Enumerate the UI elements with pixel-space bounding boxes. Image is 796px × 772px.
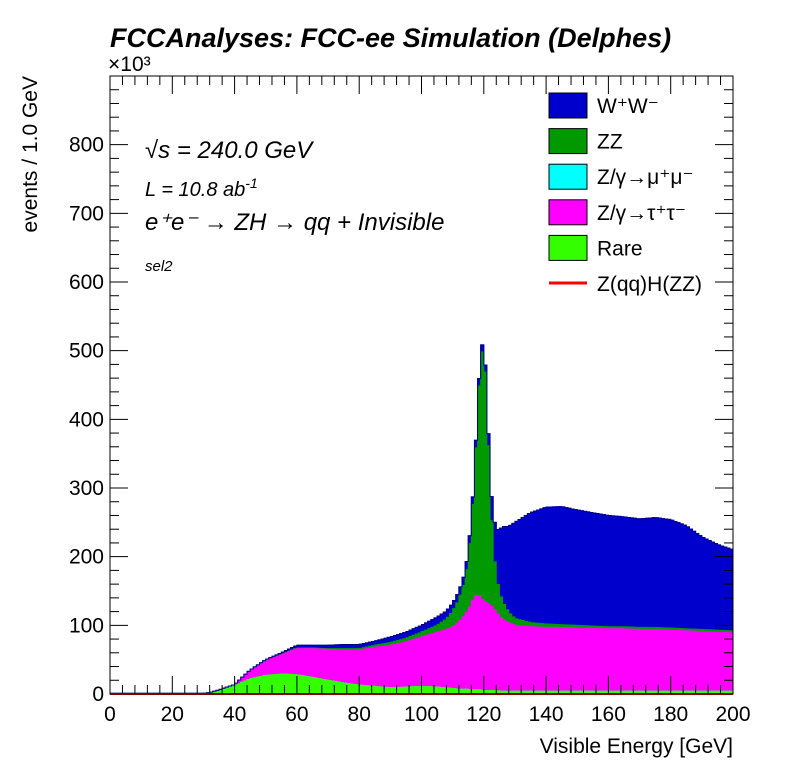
x-tick-label: 40 — [223, 703, 246, 726]
plot-area — [110, 344, 733, 695]
legend-swatch-zz — [548, 128, 588, 155]
stack-ww — [110, 344, 733, 694]
x-tick-label: 60 — [285, 703, 308, 726]
y-tick-label: 700 — [69, 202, 104, 225]
legend-label-zz: ZZ — [597, 131, 623, 154]
selection-label: sel2 — [145, 258, 173, 275]
y-axis: 0 100 200 300 400 500 600 700 800 — [69, 75, 733, 706]
x-tick-label: 100 — [404, 703, 439, 726]
y-multiplier: ×10³ — [108, 53, 151, 76]
x-tick-label: 0 — [104, 703, 116, 726]
legend-swatch-ztautau — [548, 199, 588, 226]
legend-swatch-rare — [548, 234, 588, 261]
stack-total-outline — [110, 344, 733, 694]
legend: W⁺W⁻ ZZ Z/γ→μ⁺μ⁻ Z/γ→τ⁺τ⁻ Rare Z(qq)H(ZZ) — [548, 92, 702, 296]
y-tick-label: 500 — [69, 340, 104, 363]
x-tick-label: 180 — [653, 703, 688, 726]
luminosity-text: L = 10.8 ab — [145, 179, 245, 201]
x-tick-label: 80 — [348, 703, 371, 726]
y-tick-label: 400 — [69, 408, 104, 431]
chart-title: FCCAnalyses: FCC-ee Simulation (Delphes) — [110, 23, 671, 53]
x-tick-label: 120 — [466, 703, 501, 726]
x-tick-label: 20 — [161, 703, 184, 726]
x-tick-label: 160 — [591, 703, 626, 726]
luminosity-exponent: -1 — [245, 175, 257, 191]
stack-rare — [110, 674, 733, 694]
legend-swatch-ww — [548, 92, 588, 119]
y-tick-label: 800 — [69, 134, 104, 157]
x-axis: 0 20 40 60 80 100 120 140 160 180 200 — [104, 76, 751, 726]
legend-label-zmumu: Z/γ→μ⁺μ⁻ — [597, 166, 694, 189]
x-tick-label: 200 — [715, 703, 750, 726]
luminosity-label: L = 10.8 ab-1 — [145, 175, 258, 201]
legend-label-rare: Rare — [597, 237, 643, 260]
y-tick-label: 0 — [92, 683, 104, 706]
legend-label-ztautau: Z/γ→τ⁺τ⁻ — [597, 202, 686, 225]
y-tick-label: 600 — [69, 271, 104, 294]
legend-label-ww: W⁺W⁻ — [597, 95, 659, 118]
x-axis-title: Visible Energy [GeV] — [540, 735, 733, 758]
y-tick-label: 300 — [69, 477, 104, 500]
process-label: e⁺e⁻ → ZH → qq + Invisible — [145, 209, 444, 236]
y-tick-label: 100 — [69, 614, 104, 637]
stack-ztautau — [110, 595, 733, 694]
energy-label: √s = 240.0 GeV — [145, 137, 314, 164]
x-tick-label: 140 — [529, 703, 564, 726]
legend-label-signal: Z(qq)H(ZZ) — [597, 273, 702, 296]
y-tick-label: 200 — [69, 546, 104, 569]
y-axis-title: events / 1.0 GeV — [19, 76, 42, 232]
legend-swatch-zmumu — [548, 163, 588, 190]
